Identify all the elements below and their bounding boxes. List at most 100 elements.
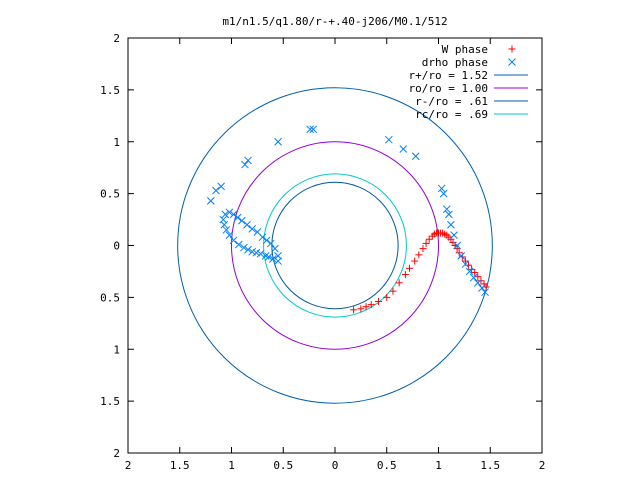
point-s1-35	[411, 152, 420, 161]
point-s1-10	[229, 236, 238, 245]
point-s1-38	[442, 205, 451, 214]
x-tick-label-0: 2	[125, 459, 132, 472]
circle-0	[177, 87, 493, 404]
point-s1-17	[229, 210, 238, 219]
circles-layer	[177, 87, 493, 404]
point-s1-29	[244, 156, 252, 165]
circle-2	[271, 181, 399, 310]
point-s1-49	[481, 288, 489, 297]
point-s0-30	[461, 257, 469, 265]
point-s1-43	[457, 252, 466, 260]
point-s0-8	[401, 271, 409, 279]
point-s1-15	[221, 210, 230, 219]
point-s1-45	[465, 267, 474, 276]
point-s1-23	[258, 233, 267, 242]
point-s0-7	[395, 279, 403, 287]
y-tick-label-4: 0	[113, 240, 120, 253]
x-tick-label-4: 0	[332, 459, 339, 472]
point-s1-14	[219, 215, 228, 224]
point-s1-25	[266, 239, 275, 248]
point-s0-14	[425, 235, 433, 243]
point-s1-26	[271, 244, 279, 253]
point-s0-33	[471, 268, 479, 276]
point-s0-27	[453, 245, 461, 253]
y-tick-label-5: 0.5	[100, 291, 120, 304]
legend-label-2: r+/ro = 1.52	[409, 69, 488, 82]
point-s1-11	[225, 231, 234, 239]
point-s0-2	[362, 303, 370, 311]
point-s1-34	[399, 145, 408, 153]
y-tick-label-0: 2	[113, 32, 120, 45]
point-s1-24	[262, 236, 271, 245]
legend-label-1: drho phase	[422, 56, 488, 69]
legend-label-0: W phase	[442, 43, 488, 56]
x-tick-label-5: 0.5	[377, 459, 397, 472]
y-tick-label-7: 1.5	[100, 395, 120, 408]
x-tick-label-2: 1	[228, 459, 235, 472]
point-s0-28	[455, 249, 463, 257]
point-s1-41	[450, 231, 458, 239]
legend-entry-0: W phase	[442, 43, 516, 56]
point-s1-21	[248, 225, 257, 233]
point-s0-12	[419, 245, 427, 253]
point-s0-13	[422, 239, 430, 247]
x-tick-label-7: 1.5	[480, 459, 500, 472]
point-s1-27	[274, 252, 282, 260]
point-s1-9	[234, 240, 243, 249]
legend-swatch-1	[508, 58, 516, 66]
x-tick-label-6: 1	[435, 459, 442, 472]
legend-label-5: rc/ro = .69	[415, 108, 488, 121]
legend-entry-4: r-/ro = .61	[415, 95, 528, 108]
x-tick-label-3: 0.5	[273, 459, 293, 472]
point-s1-51	[212, 186, 220, 195]
point-s1-1	[269, 255, 277, 263]
point-s1-12	[222, 226, 231, 234]
point-s1-33	[384, 135, 393, 144]
legend-label-3: ro/ro = 1.00	[409, 82, 488, 95]
point-s1-19	[237, 216, 246, 225]
point-s1-48	[478, 284, 486, 292]
legend-entry-5: rc/ro = .69	[415, 108, 528, 121]
point-s1-18	[233, 213, 242, 222]
point-s1-30	[274, 137, 282, 146]
point-s1-28	[241, 160, 249, 169]
point-s1-31	[306, 125, 315, 134]
point-s0-5	[383, 293, 391, 301]
x-tick-label-1: 1.5	[170, 459, 190, 472]
point-s0-11	[415, 251, 423, 259]
point-s1-40	[447, 220, 455, 229]
ticks-layer: 2 1.5 1 0.5 0 0.5 1 1.5 221.510.500.511.52	[100, 32, 545, 472]
point-s1-52	[217, 182, 226, 191]
point-s1-42	[453, 241, 461, 250]
y-tick-label-8: 2	[113, 447, 120, 460]
point-s1-20	[243, 220, 251, 229]
y-tick-label-3: 0.5	[100, 188, 120, 201]
y-tick-label-2: 1	[113, 136, 120, 149]
x-tick-label-8: 2	[539, 459, 546, 472]
legend-swatch-0	[508, 45, 516, 53]
point-s1-32	[309, 125, 318, 134]
point-s0-9	[406, 264, 414, 272]
point-s1-37	[439, 189, 448, 198]
point-s1-7	[244, 245, 252, 254]
legend-label-4: r-/ro = .61	[415, 95, 488, 108]
point-s0-3	[367, 301, 375, 309]
point-s1-3	[261, 252, 270, 260]
y-tick-label-6: 1	[113, 343, 120, 356]
point-s0-34	[474, 273, 482, 281]
circle-1	[231, 141, 439, 350]
point-s0-1	[357, 305, 365, 313]
chart-title: m1/n1.5/q1.80/r-+.40-j206/M0.1/512	[222, 15, 447, 28]
point-s0-10	[411, 257, 419, 265]
legend-entry-3: ro/ro = 1.00	[409, 82, 528, 95]
point-s0-4	[374, 298, 382, 306]
point-s0-0	[350, 306, 358, 314]
legend-entry-1: drho phase	[422, 56, 516, 69]
point-s1-44	[461, 260, 470, 269]
point-s1-36	[437, 184, 446, 193]
point-s1-46	[469, 273, 478, 282]
point-s1-50	[206, 197, 215, 205]
point-s1-16	[225, 208, 234, 217]
point-s0-6	[389, 287, 397, 295]
